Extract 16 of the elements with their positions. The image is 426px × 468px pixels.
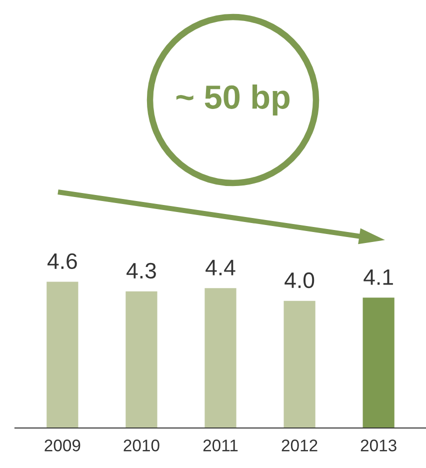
text: ~ 50 bp	[176, 84, 290, 116]
bar	[284, 300, 316, 428]
bar	[362, 298, 394, 428]
bar	[126, 291, 158, 428]
data-label: 4.6	[47, 253, 77, 270]
x-tick-label: 2013	[360, 440, 396, 452]
x-tick-label: 2010	[124, 440, 160, 452]
data-label: 4.4	[206, 260, 236, 276]
data-label: 4.0	[284, 272, 314, 288]
data-label: 4.3	[126, 262, 156, 279]
data-label: 4.1	[364, 269, 393, 285]
bar	[46, 282, 78, 428]
bar	[204, 288, 236, 428]
x-tick-label: 2009	[44, 440, 80, 452]
x-tick-label: 2012	[282, 440, 318, 452]
x-tick-label: 2011	[203, 440, 238, 452]
